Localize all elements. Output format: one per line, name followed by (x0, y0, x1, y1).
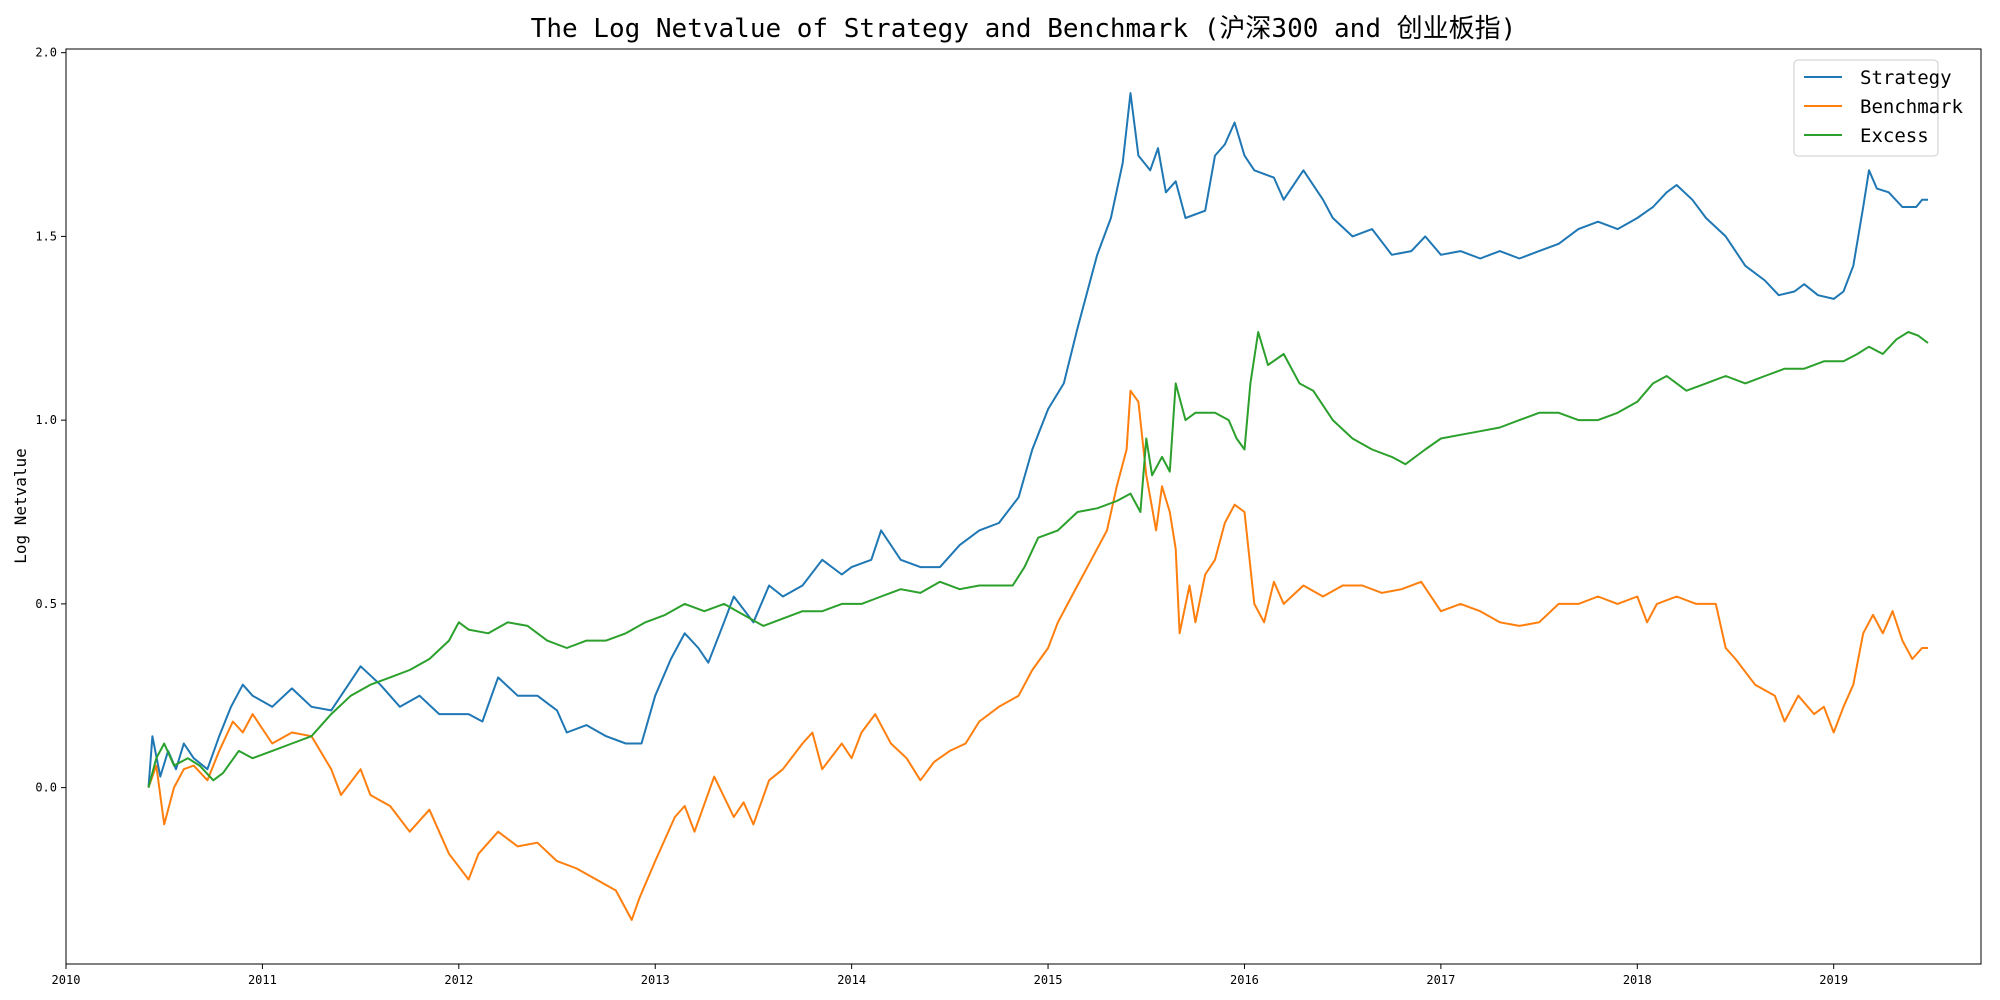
series-layer (147, 92, 1929, 921)
y-tick-label: 1.5 (35, 229, 57, 243)
x-tick-label: 2014 (837, 973, 866, 987)
chart-title: The Log Netvalue of Strategy and Benchma… (530, 14, 1517, 44)
series-line-strategy (147, 92, 1928, 788)
x-tick-label: 2018 (1623, 973, 1652, 987)
y-tick-label: 1.0 (35, 413, 57, 427)
plot-frame (65, 48, 1982, 965)
legend-entry-strategy[interactable]: Strategy (1804, 67, 1952, 89)
legend-entry-benchmark[interactable]: Benchmark (1804, 96, 1964, 118)
x-tick-label: 2019 (1819, 973, 1848, 987)
y-tick-label: 2.0 (35, 46, 57, 60)
x-tick-label: 2013 (641, 973, 670, 987)
y-tick-label: 0.5 (35, 597, 57, 611)
ticks-layer: 2010 2011 2012 2013 2014 2015 2016 2017 2018 2019… (35, 46, 1848, 987)
legend-entry-excess[interactable]: Excess (1804, 125, 1929, 147)
legend-label-benchmark: Benchmark (1860, 96, 1964, 118)
legend-box (1793, 59, 1939, 157)
legend-label-strategy: Strategy (1860, 67, 1952, 89)
x-tick-label: 2015 (1034, 973, 1063, 987)
y-axis-label: Log Netvalue (11, 448, 30, 564)
x-tick-label: 2017 (1426, 973, 1455, 987)
legend-label-excess: Excess (1860, 125, 1929, 147)
y-tick-label: 0.0 (35, 781, 57, 795)
x-tick-label: 2012 (444, 973, 473, 987)
series-line-excess (147, 331, 1929, 788)
x-tick-label: 2016 (1230, 973, 1259, 987)
series-line-benchmark (147, 389, 1928, 921)
legend[interactable]: Strategy Benchmark Excess (1793, 59, 1964, 157)
x-tick-label: 2010 (52, 973, 81, 987)
x-tick-label: 2011 (248, 973, 277, 987)
